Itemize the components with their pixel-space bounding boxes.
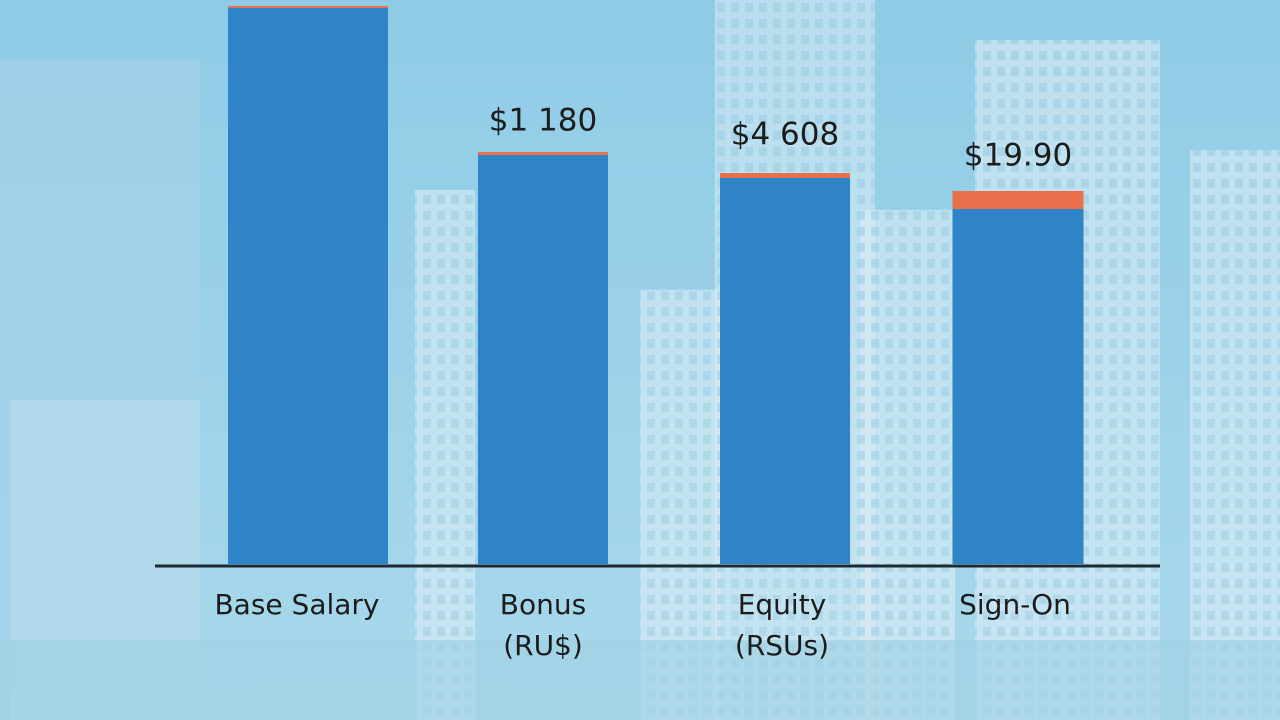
- category-label: Base Salary: [214, 588, 379, 621]
- bar-segment: [478, 155, 608, 564]
- category-label: Sign-On: [959, 588, 1071, 621]
- bar-annotation: $1 180: [489, 103, 597, 139]
- category-label: (RSUs): [735, 629, 829, 662]
- category-label: Bonus: [500, 588, 586, 621]
- bar-annotation: $19.90: [964, 138, 1072, 174]
- category-label: (RU$): [503, 629, 583, 662]
- bar-segment: [720, 173, 850, 178]
- bar-segment: [952, 191, 1084, 209]
- bar-segment: [952, 209, 1084, 564]
- bar-segment: [228, 6, 388, 8]
- bar-segment: [478, 152, 608, 155]
- bar-annotation: $4 608: [731, 117, 839, 153]
- bar-segment: [720, 178, 850, 564]
- bar-segment: [228, 8, 388, 564]
- category-label: Equity: [738, 588, 827, 621]
